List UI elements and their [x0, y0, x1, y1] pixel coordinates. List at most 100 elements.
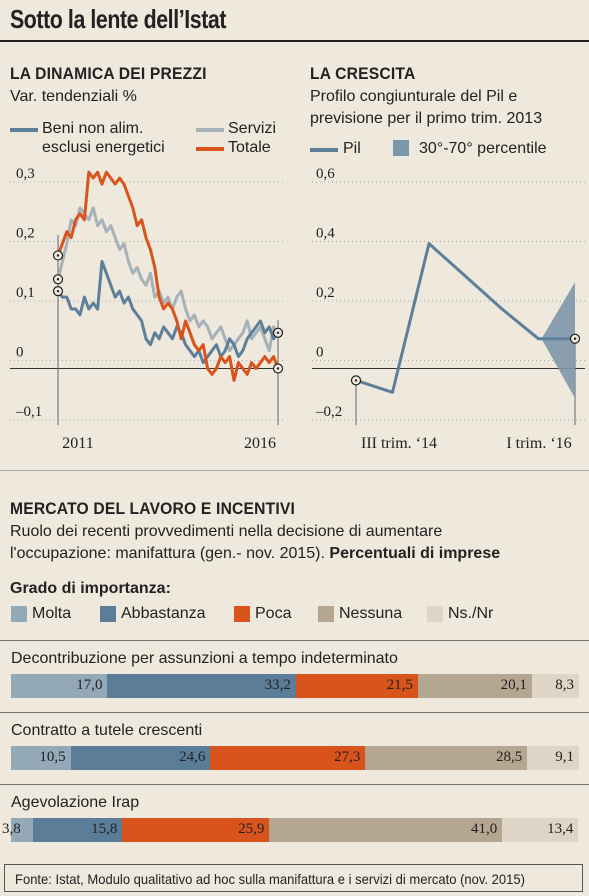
legend-servizi-swatch	[196, 128, 224, 132]
bar-value-label: 8,3	[555, 677, 574, 693]
bar-value-label: 25,9	[238, 821, 265, 837]
legend-poca: Poca	[255, 605, 292, 622]
y-tick-label: 0,4	[316, 226, 335, 242]
bar-value-label: 33,2	[264, 677, 291, 693]
bar-value-label: 21,5	[386, 677, 413, 693]
labor-subtitle-1: Ruolo dei recenti provvedimenti nella de…	[10, 523, 443, 540]
source-note: Fonte: Istat, Modulo qualitativo ad hoc …	[15, 871, 525, 887]
legend-pil-label: Pil	[343, 140, 361, 157]
bar-segment-nsnr: 13,4	[502, 818, 579, 842]
series-line-servizi	[56, 206, 280, 353]
source-box: Fonte: Istat, Modulo qualitativo ad hoc …	[4, 864, 583, 892]
x-tick-label: I trim. ‘16	[506, 435, 571, 452]
bar-segment-nsnr: 8,3	[531, 674, 579, 698]
labor-subtitle-2b: Percentuali di imprese	[329, 545, 501, 562]
labor-subtitle-2: l'occupazione: manifattura (gen.- nov. 2…	[10, 543, 500, 565]
legend-poca-swatch	[234, 606, 250, 622]
row-separator	[0, 784, 589, 785]
y-tick-label: 0,6	[316, 166, 335, 182]
bar-segment-nessuna: 20,1	[417, 674, 532, 698]
legend-nessuna-swatch	[318, 606, 334, 622]
prices-title: LA DINAMICA DEI PREZZI	[10, 64, 207, 83]
y-tick-label: 0,2	[316, 285, 335, 301]
bar-value-label: 20,1	[500, 677, 527, 693]
legend-beni-label-1: Beni non alim.	[42, 120, 144, 137]
x-tick-label: 2011	[62, 435, 93, 452]
bar-segment-molta: 3,8	[2, 818, 33, 842]
bar-segment-nessuna: 41,0	[269, 818, 503, 842]
endpoint-dot	[276, 367, 280, 370]
labor-subtitle-2a: l'occupazione: manifattura (gen.- nov. 2…	[10, 545, 330, 562]
row-label-contratto: Contratto a tutele crescenti	[11, 722, 203, 739]
bar-contratto: 10,5 24,6 27,3 28,5 9,1	[11, 746, 579, 770]
y-tick-label: 0,3	[16, 166, 35, 182]
bar-irap: 3,8 15,8 25,9 41,0 13,4	[2, 818, 579, 842]
endpoint-dot	[56, 254, 60, 257]
legend-totale-swatch	[196, 147, 224, 151]
series-line-beni	[56, 259, 280, 365]
labor-title: MERCATO DEL LAVORO E INCENTIVI	[10, 499, 296, 518]
endpoint-dot	[56, 278, 60, 281]
y-tick-label: –0,2	[315, 404, 342, 420]
main-title: Sotto la lente dell’Istat	[10, 4, 227, 34]
legend-nsnr-swatch	[427, 606, 443, 622]
row-label-irap: Agevolazione Irap	[11, 794, 140, 811]
bar-segment-molta: 17,0	[11, 674, 108, 698]
bar-segment-abbastanza: 24,6	[70, 746, 211, 770]
y-tick-label: 0	[16, 345, 24, 361]
row-separator	[0, 712, 589, 713]
y-tick-label: 0,2	[16, 226, 35, 242]
bar-value-label: 9,1	[555, 749, 574, 765]
legend-molta: Molta	[32, 605, 72, 622]
bar-segment-abbastanza: 33,2	[107, 674, 296, 698]
legend-band-swatch	[393, 140, 409, 156]
y-tick-label: 0	[316, 345, 324, 361]
series-line-pil	[355, 242, 575, 394]
bar-value-label: 27,3	[334, 749, 361, 765]
legend-nessuna: Nessuna	[339, 605, 403, 622]
bar-value-label: 3,8	[2, 821, 21, 837]
growth-subtitle-1: Profilo congiunturale del Pil e	[310, 88, 518, 105]
legend-pil-swatch	[310, 148, 338, 152]
growth-subtitle-2: previsione per il primo trim. 2013	[310, 110, 543, 127]
bar-segment-poca: 21,5	[295, 674, 418, 698]
bar-segment-abbastanza: 15,8	[32, 818, 123, 842]
legend-band-label: 30°-70° percentile	[419, 140, 547, 157]
bar-segment-nessuna: 28,5	[365, 746, 528, 770]
grado-label: Grado di importanza:	[10, 580, 171, 597]
bar-value-label: 17,0	[76, 677, 103, 693]
series-line-totale	[56, 170, 280, 382]
row-label-decontribuzione: Decontribuzione per assunzioni a tempo i…	[11, 650, 398, 667]
title-rule	[0, 40, 589, 42]
bar-segment-nsnr: 9,1	[527, 746, 579, 770]
bar-segment-molta: 10,5	[11, 746, 71, 770]
bar-decontribuzione: 17,0 33,2 21,5 20,1 8,3	[11, 674, 579, 698]
legend-totale-label: Totale	[228, 139, 271, 156]
legend-beni-swatch	[10, 128, 38, 132]
x-tick-label: III trim. ‘14	[361, 435, 437, 452]
y-tick-label: 0,1	[16, 285, 35, 301]
legend-molta-swatch	[11, 606, 27, 622]
legend-nsnr: Ns./Nr	[448, 605, 494, 622]
charts-svg: 0,3 0,2 0,1 0 –0,1 2011 2016 0,6 0,4 0,2 0 –0,2 III…	[10, 166, 585, 452]
y-tick-label: –0,1	[15, 404, 42, 420]
bar-value-label: 24,6	[179, 749, 206, 765]
endpoint-dot	[354, 379, 358, 382]
prices-chart: 0,3 0,2 0,1 0 –0,1 2011 2016	[10, 166, 284, 452]
bar-value-label: 41,0	[471, 821, 498, 837]
row-separator	[0, 640, 589, 641]
legend-servizi-label: Servizi	[228, 120, 277, 137]
growth-chart: 0,6 0,4 0,2 0 –0,2 III trim. ‘14 I trim. ‘16	[312, 166, 585, 452]
legend-abbastanza: Abbastanza	[121, 605, 206, 622]
endpoint-dot	[276, 331, 280, 334]
endpoint-dot	[56, 289, 60, 293]
legend-beni-label-2: esclusi energetici	[42, 139, 165, 156]
bar-value-label: 15,8	[91, 821, 118, 837]
legend-abbastanza-swatch	[100, 606, 116, 622]
bar-segment-poca: 25,9	[122, 818, 270, 842]
endpoint-dot	[573, 337, 577, 340]
bar-value-label: 13,4	[547, 821, 574, 837]
prices-subtitle: Var. tendenziali %	[10, 88, 137, 105]
bar-value-label: 28,5	[496, 749, 523, 765]
growth-title: LA CRESCITA	[310, 64, 416, 83]
